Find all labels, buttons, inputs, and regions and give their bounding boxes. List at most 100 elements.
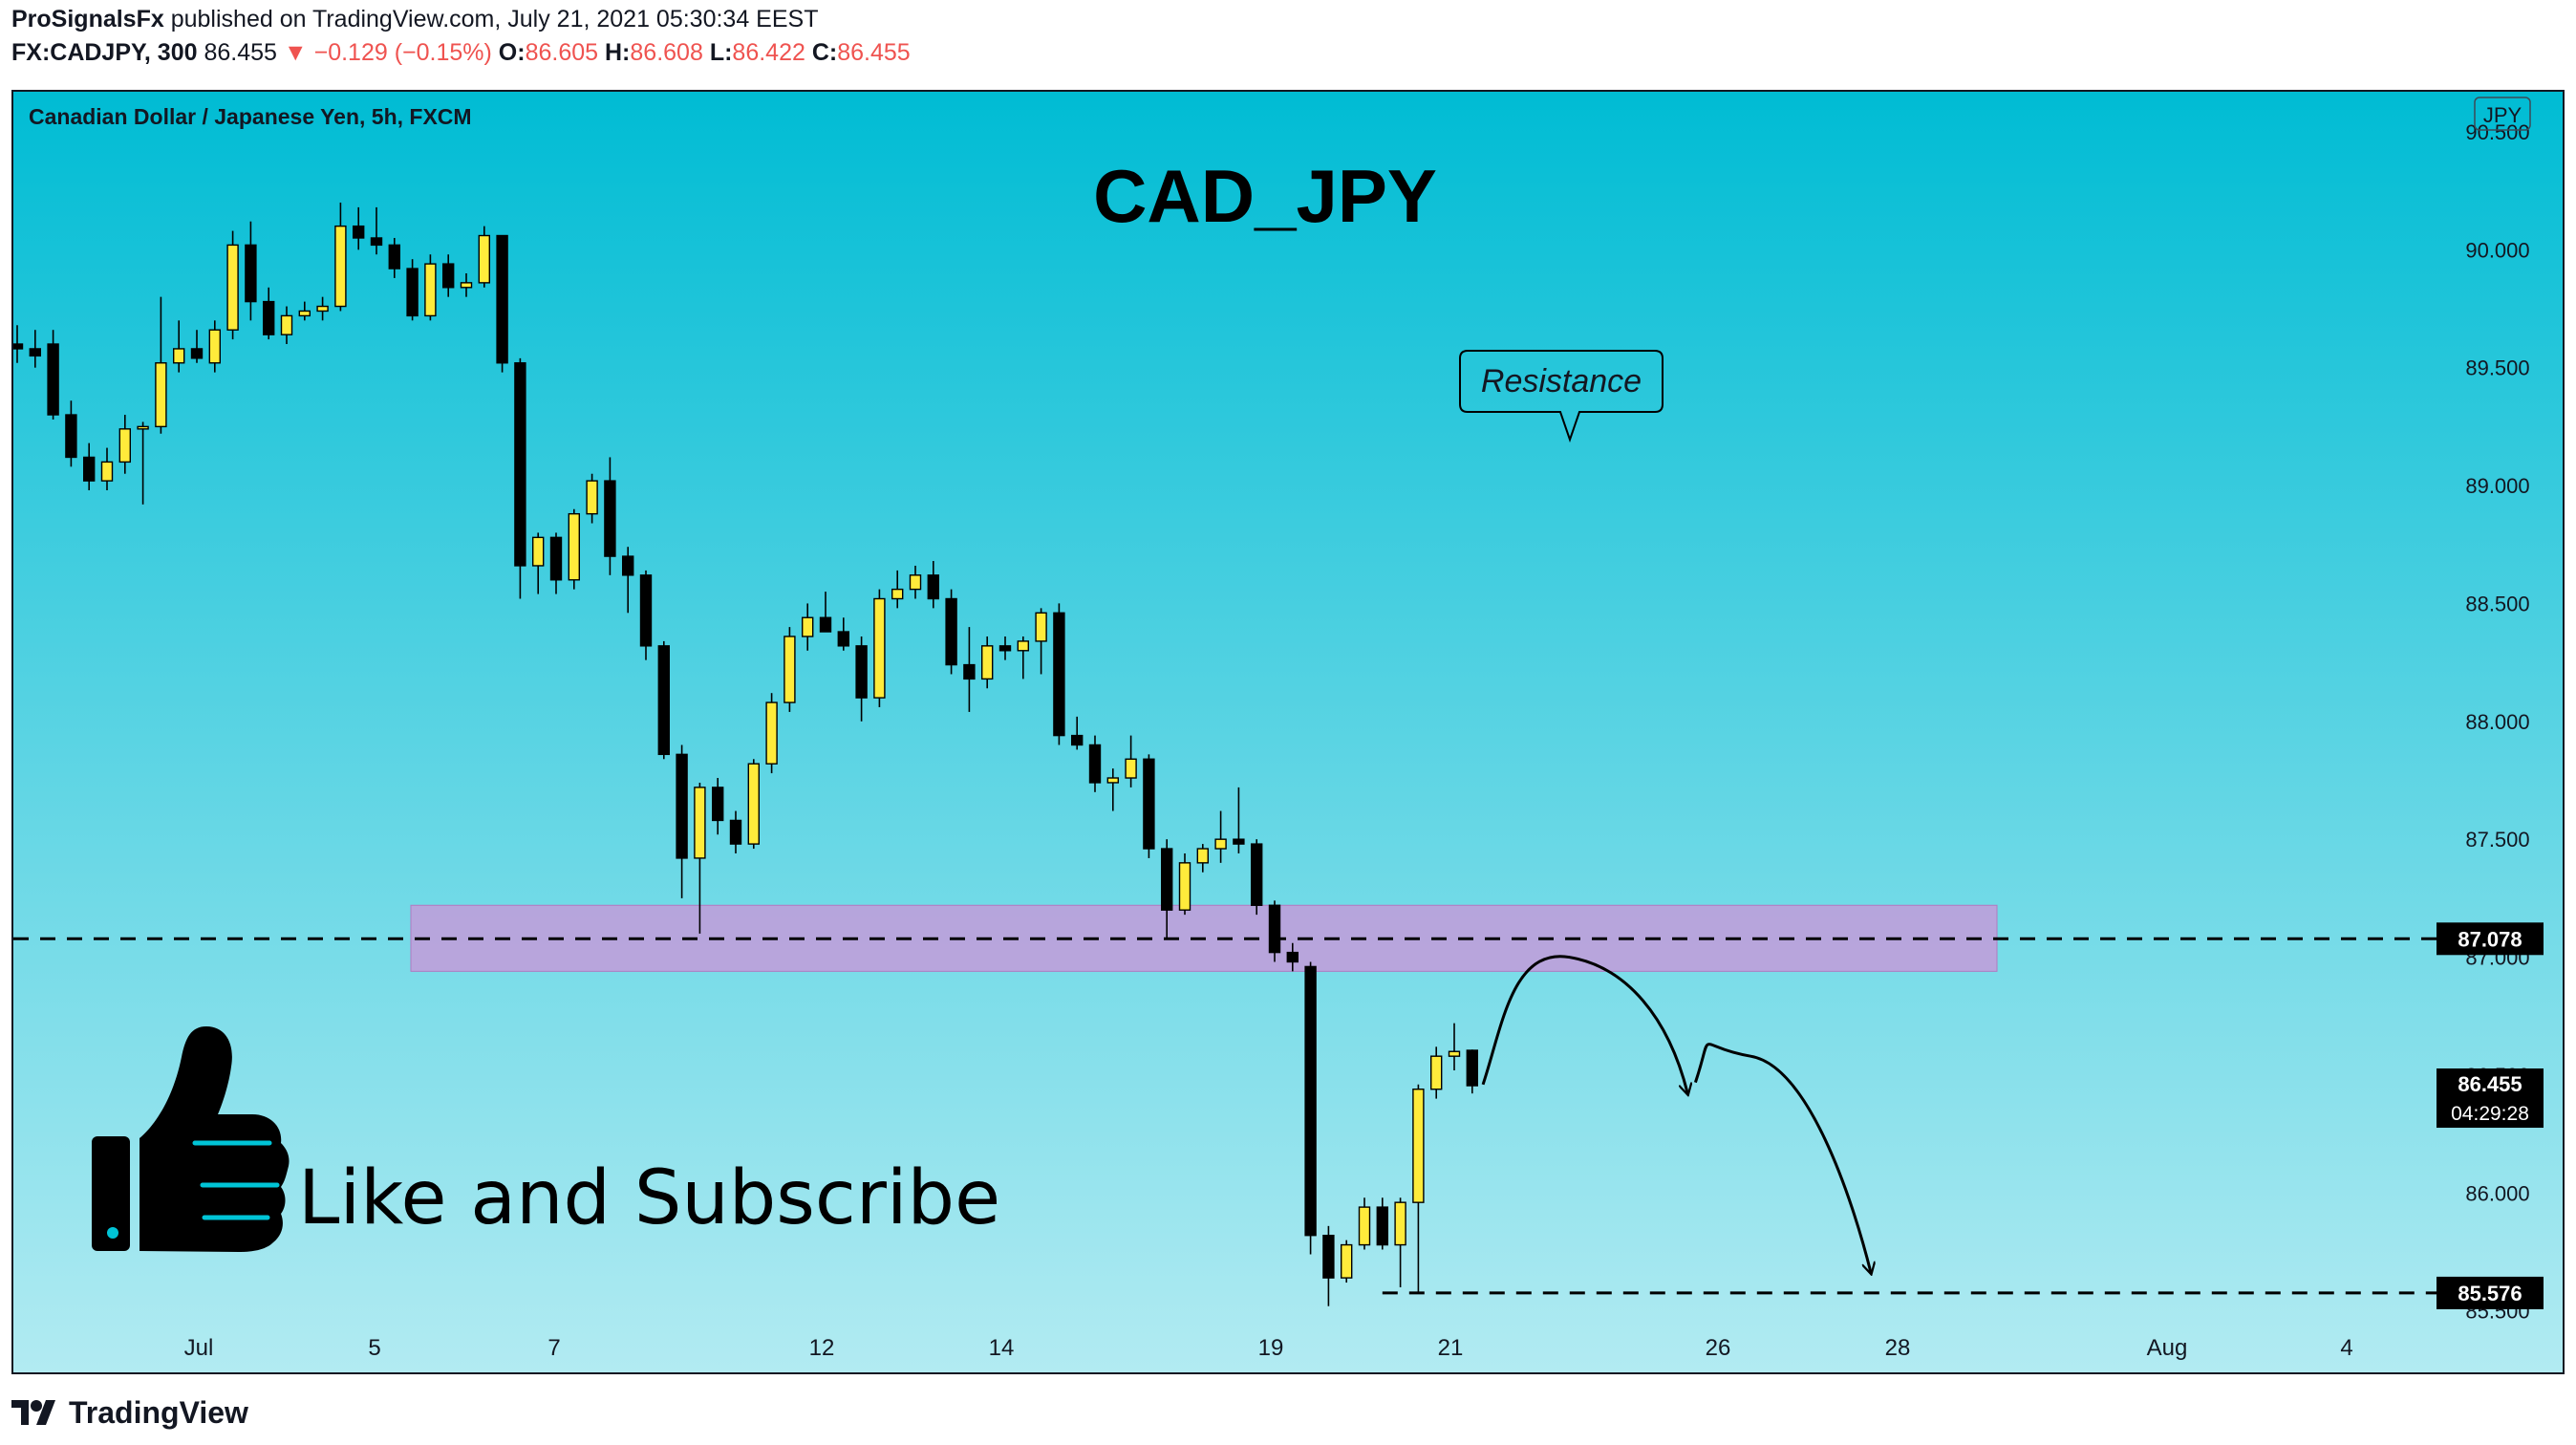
bullish-candle-body <box>208 329 222 364</box>
bearish-candle-body <box>1088 744 1102 784</box>
candle <box>963 627 976 712</box>
currency-badge-box <box>2474 97 2531 131</box>
publish-info: ProSignalsFx published on TradingView.co… <box>11 6 818 33</box>
candle <box>819 592 832 633</box>
thumbs-up-icon <box>92 1026 290 1252</box>
candle <box>694 782 706 934</box>
bullish-candle-body <box>1196 848 1210 864</box>
publisher-name[interactable]: ProSignalsFx <box>11 6 164 32</box>
x-tick-label: 26 <box>1706 1335 1731 1361</box>
bearish-candle-body <box>963 663 976 680</box>
x-tick-label: 4 <box>2340 1335 2352 1361</box>
candle <box>1053 603 1065 745</box>
high-value: 86.608 <box>630 39 703 66</box>
currency-badge-text: JPY <box>2483 103 2522 127</box>
bearish-candle-body <box>927 574 939 600</box>
candle <box>945 589 957 675</box>
bearish-candle-body <box>1160 848 1173 911</box>
bearish-candle-body <box>1143 758 1155 850</box>
x-tick-label: Jul <box>184 1335 214 1361</box>
bullish-candle-body <box>424 263 437 317</box>
price-value: 86.455 <box>204 39 277 66</box>
candle <box>891 570 904 609</box>
currency-badge[interactable]: JPY <box>2474 97 2531 131</box>
last-price-badge: 86.455 <box>2458 1072 2522 1096</box>
bearish-candle-body <box>676 753 688 859</box>
candle <box>586 473 598 524</box>
candle <box>316 296 329 321</box>
y-tick-label: 90.500 <box>2465 120 2529 144</box>
candle <box>263 287 275 340</box>
candle <box>370 206 383 255</box>
candle <box>873 589 886 707</box>
bearish-candle-body <box>245 244 257 303</box>
candle <box>1466 1049 1479 1094</box>
price-chart[interactable]: 90.500 90.000 89.500 89.000 88.500 88.000 87.5… <box>13 92 2563 1372</box>
candle <box>784 627 796 712</box>
candle <box>13 325 24 363</box>
published-text: published on TradingView.com, July 21, 2… <box>170 6 819 32</box>
bullish-candle-body <box>298 310 311 317</box>
candle <box>47 330 59 420</box>
bullish-candle-body <box>1412 1089 1425 1203</box>
candle <box>353 206 365 250</box>
x-tick-label: 19 <box>1258 1335 1284 1361</box>
bearish-candle-body <box>855 645 868 699</box>
candle <box>496 234 508 373</box>
candle <box>460 272 473 297</box>
resistance-callout-bubble <box>1459 350 1664 443</box>
candle <box>514 357 526 599</box>
candle <box>1178 852 1191 916</box>
bullish-candle-body <box>460 282 473 289</box>
candle <box>1106 768 1120 811</box>
candle <box>622 547 634 614</box>
bearish-candle-body <box>639 574 653 647</box>
bearish-candle-body <box>622 555 634 576</box>
candle <box>981 636 994 689</box>
candle <box>549 532 563 594</box>
candle <box>1088 735 1102 792</box>
candle <box>280 306 293 345</box>
bearish-candle-body <box>1376 1206 1389 1246</box>
candle <box>1304 961 1317 1255</box>
candle <box>639 570 653 660</box>
bar-countdown: 04:29:28 <box>2451 1103 2529 1125</box>
like-subscribe-cta[interactable]: Like and Subscribe <box>92 1026 1000 1252</box>
candle <box>245 221 257 321</box>
candle <box>712 778 724 835</box>
bearish-candle-body <box>190 348 204 359</box>
candle <box>118 415 132 474</box>
close-label: C: <box>811 39 838 66</box>
bullish-candle-body <box>1429 1055 1443 1090</box>
tradingview-footer[interactable]: TradingView <box>11 1393 248 1432</box>
bearish-candle-body <box>945 597 957 666</box>
candle <box>424 254 437 321</box>
y-tick-label: 89.000 <box>2465 474 2529 498</box>
resistance-callout[interactable]: Resistance <box>1459 350 1664 443</box>
bearish-candle-body <box>47 343 59 416</box>
bullish-candle-body <box>137 425 149 430</box>
bearish-candle-body <box>604 480 616 557</box>
bullish-candle-body <box>334 225 347 308</box>
cta-text: Like and Subscribe <box>298 1155 1000 1241</box>
bearish-candle-body <box>837 631 849 647</box>
candle <box>802 603 814 651</box>
chart-frame[interactable]: 90.500 90.000 89.500 89.000 88.500 88.000 87.5… <box>11 90 2565 1374</box>
x-tick-label: 14 <box>989 1335 1015 1361</box>
open-value: 86.605 <box>525 39 599 66</box>
level-price-badge: 87.078 <box>2458 927 2522 951</box>
candle <box>1268 900 1281 962</box>
bearish-candle-body <box>514 362 526 567</box>
bearish-candle-body <box>549 536 563 581</box>
bullish-candle-body <box>1214 838 1227 850</box>
bearish-candle-body <box>353 225 365 239</box>
bullish-candle-body <box>981 645 994 680</box>
candle <box>100 447 114 490</box>
bullish-candle-body <box>694 787 706 859</box>
tradingview-logo-icon <box>11 1400 55 1425</box>
bearish-candle-body <box>819 616 832 633</box>
candle <box>1448 1023 1461 1070</box>
bullish-candle-body <box>586 480 598 515</box>
candle <box>1322 1225 1335 1306</box>
bullish-candle-body <box>280 314 293 335</box>
